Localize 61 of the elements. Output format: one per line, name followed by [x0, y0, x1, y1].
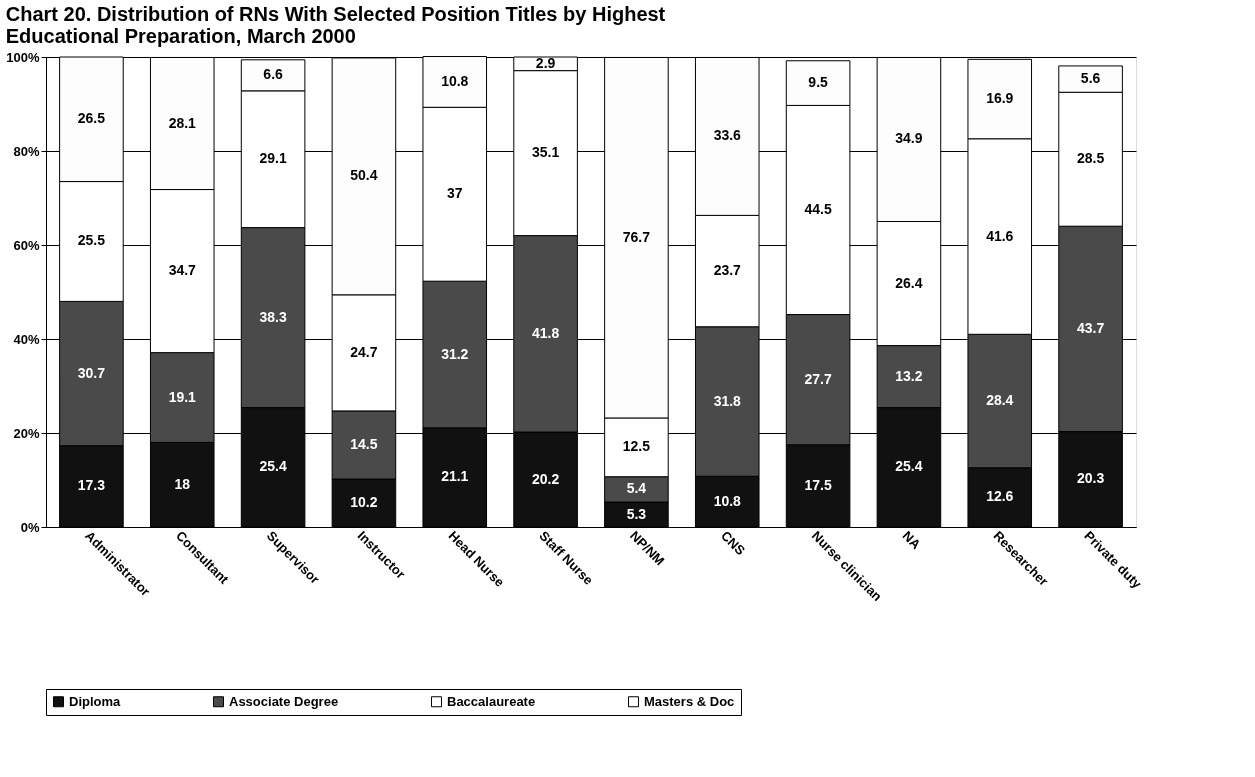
legend-label: Masters & Doc — [644, 693, 735, 709]
data-label: 37 — [446, 185, 463, 202]
data-label: 41.6 — [986, 227, 1014, 244]
data-label: 35.1 — [531, 144, 560, 161]
data-label: 19.1 — [168, 388, 197, 405]
data-label: 5.3 — [626, 505, 647, 522]
data-label: 17.5 — [804, 476, 832, 493]
y-tick-label: 20% — [13, 425, 40, 441]
data-label: 27.7 — [804, 370, 832, 387]
data-label: 20.2 — [531, 470, 560, 487]
data-label: 33.6 — [713, 127, 742, 144]
data-label: 28.4 — [986, 392, 1014, 409]
data-label: 31.2 — [441, 345, 469, 362]
x-tick-label: NA — [899, 528, 925, 553]
data-label: 25.4 — [895, 458, 923, 475]
y-tick-label: 80% — [13, 143, 40, 159]
data-label: 34.9 — [895, 130, 923, 147]
data-label: 10.8 — [713, 492, 742, 509]
data-label: 76.7 — [622, 228, 651, 245]
data-label: 29.1 — [259, 150, 287, 167]
data-label: 21.1 — [441, 468, 469, 485]
data-label: 5.4 — [626, 480, 647, 497]
data-label: 5.6 — [1080, 70, 1101, 87]
data-label: 16.9 — [986, 90, 1014, 107]
data-label: 30.7 — [77, 364, 106, 381]
y-tick-label: 100% — [6, 49, 40, 65]
text: Educational Preparation, March 2000 — [5, 25, 356, 47]
data-label: 10.2 — [350, 494, 378, 511]
data-label: 28.5 — [1076, 150, 1105, 167]
data-label: 18 — [174, 475, 191, 492]
data-label: 26.4 — [895, 274, 923, 291]
data-label: 43.7 — [1076, 319, 1105, 336]
y-tick-label: 40% — [13, 331, 40, 347]
data-label: 25.4 — [259, 458, 287, 475]
data-label: 26.5 — [77, 110, 106, 127]
data-label: 14.5 — [350, 435, 378, 452]
data-label: 6.6 — [263, 66, 284, 83]
data-label: 23.7 — [713, 262, 742, 279]
y-tick-label: 60% — [13, 237, 40, 253]
data-label: 2.9 — [535, 54, 556, 71]
data-label: 28.1 — [168, 114, 197, 131]
legend-label: Baccalaureate — [447, 693, 536, 709]
data-label: 38.3 — [259, 308, 287, 325]
y-tick-label: 0% — [20, 519, 40, 535]
data-label: 9.5 — [808, 74, 829, 91]
data-label: 17.3 — [77, 477, 106, 494]
legend-label: Diploma — [69, 693, 122, 709]
text: Chart 20. Distribution of RNs With Selected Position Titles by Highest — [5, 3, 666, 25]
legend-label: Associate Degree — [229, 693, 339, 709]
data-label: 12.5 — [622, 438, 651, 455]
data-label: 10.8 — [441, 72, 469, 89]
data-label: 13.2 — [895, 367, 923, 384]
data-label: 34.7 — [168, 262, 197, 279]
data-label: 44.5 — [804, 200, 832, 217]
data-label: 24.7 — [350, 343, 378, 360]
data-label: 20.3 — [1076, 470, 1105, 487]
data-label: 12.6 — [986, 488, 1014, 505]
data-label: 25.5 — [77, 232, 106, 249]
data-label: 50.4 — [350, 167, 378, 184]
data-label: 41.8 — [531, 324, 560, 341]
data-label: 31.8 — [713, 392, 742, 409]
